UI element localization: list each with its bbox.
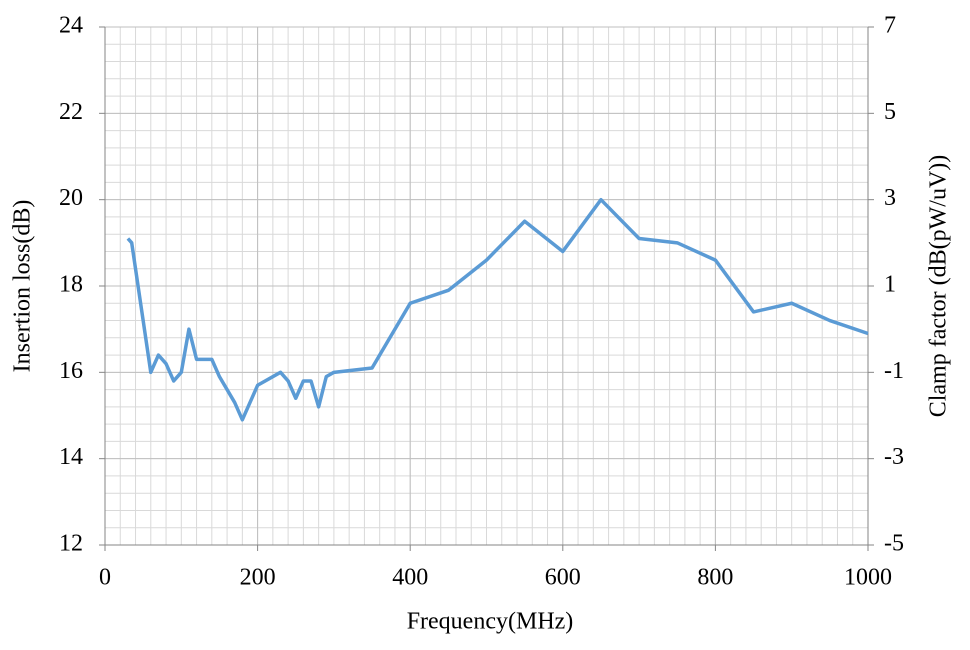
y-tick-label: 14 [59, 444, 83, 470]
x-tick-label: 800 [697, 565, 733, 591]
y2-tick-label: -3 [884, 444, 904, 470]
y-tick-label: 20 [59, 185, 83, 211]
y2-tick-label: 3 [884, 185, 896, 211]
y-tick-label: 12 [59, 531, 83, 557]
y-tick-label: 24 [59, 13, 83, 39]
y2-axis-label: Clamp factor (dB(pW/uV)) [926, 155, 952, 418]
y-tick-label: 18 [59, 272, 83, 298]
y-tick-label: 16 [59, 358, 83, 384]
y2-tick-label: -1 [884, 358, 904, 384]
x-tick-label: 600 [545, 565, 581, 591]
x-tick-label: 0 [99, 565, 111, 591]
y2-tick-label: -5 [884, 531, 904, 557]
data-line [126, 197, 869, 422]
x-tick-label: 200 [240, 565, 276, 591]
x-axis-label: Frequency(MHz) [407, 609, 574, 635]
x-tick-label: 400 [392, 565, 428, 591]
x-tick-label: 1000 [844, 565, 892, 591]
y-axis-label: Insertion loss(dB) [10, 200, 36, 373]
y2-tick-label: 5 [884, 99, 896, 125]
y2-tick-label: 7 [884, 13, 896, 39]
y-tick-label: 22 [59, 99, 83, 125]
y2-tick-label: 1 [884, 272, 896, 298]
